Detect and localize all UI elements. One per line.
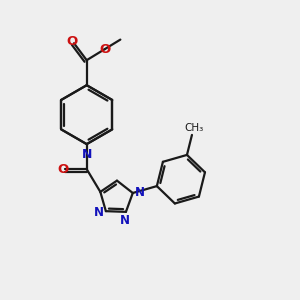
Text: N: N: [82, 148, 92, 160]
Text: O: O: [58, 163, 69, 176]
Text: O: O: [67, 35, 78, 48]
Text: N: N: [135, 187, 145, 200]
Text: CH₃: CH₃: [184, 123, 203, 133]
Text: N: N: [120, 214, 130, 227]
Text: O: O: [99, 43, 110, 56]
Text: N: N: [94, 206, 103, 219]
